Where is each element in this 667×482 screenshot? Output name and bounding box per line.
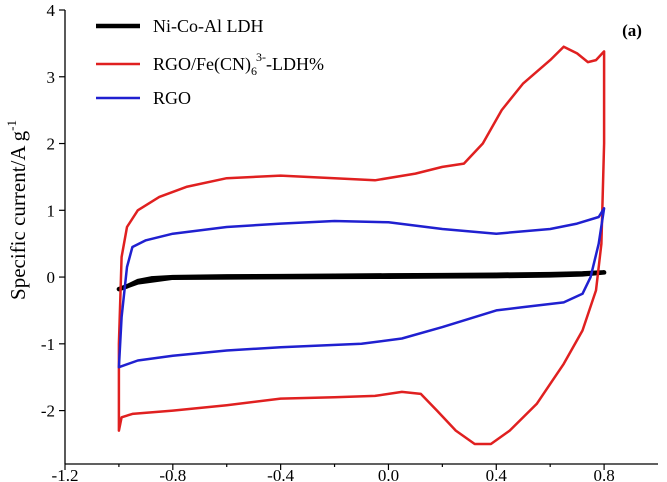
y-tick-label: 0 (47, 268, 56, 287)
legend-label-ni-co-al-ldh: Ni-Co-Al LDH (153, 16, 264, 36)
y-tick-label: 1 (47, 201, 56, 220)
x-tick-label: -0.8 (159, 466, 186, 482)
series-line-0 (116, 270, 607, 292)
y-tick-label: -1 (41, 335, 55, 354)
x-tick-label: 0.4 (486, 466, 508, 482)
y-tick-label: 2 (47, 135, 56, 154)
legend: Ni-Co-Al LDH RGO/Fe(CN)63--LDH% RGO (96, 16, 324, 108)
y-axis-label: Specific current/A g-1 (4, 120, 30, 300)
y-tick-label: 4 (47, 1, 56, 20)
series-line-1 (117, 45, 606, 446)
x-tick-label: -1.2 (52, 466, 79, 482)
y-tick-label: -2 (41, 402, 55, 421)
x-tick-label: 0.0 (378, 466, 399, 482)
axes (64, 10, 658, 465)
ticks: -1.2 -0.8 -0.4 0.0 0.4 0.8 -2 -1 0 1 2 3 4 (41, 1, 615, 482)
series-line-2 (117, 207, 606, 369)
x-tick-label: 0.8 (593, 466, 614, 482)
legend-label-rgo: RGO (153, 88, 191, 108)
x-tick-label: -0.4 (267, 466, 294, 482)
panel-label: (a) (622, 21, 642, 40)
y-tick-label: 3 (47, 68, 56, 87)
plot-lines (116, 45, 607, 446)
legend-label-rgo-fecn-ldh: RGO/Fe(CN)63--LDH% (153, 50, 324, 78)
